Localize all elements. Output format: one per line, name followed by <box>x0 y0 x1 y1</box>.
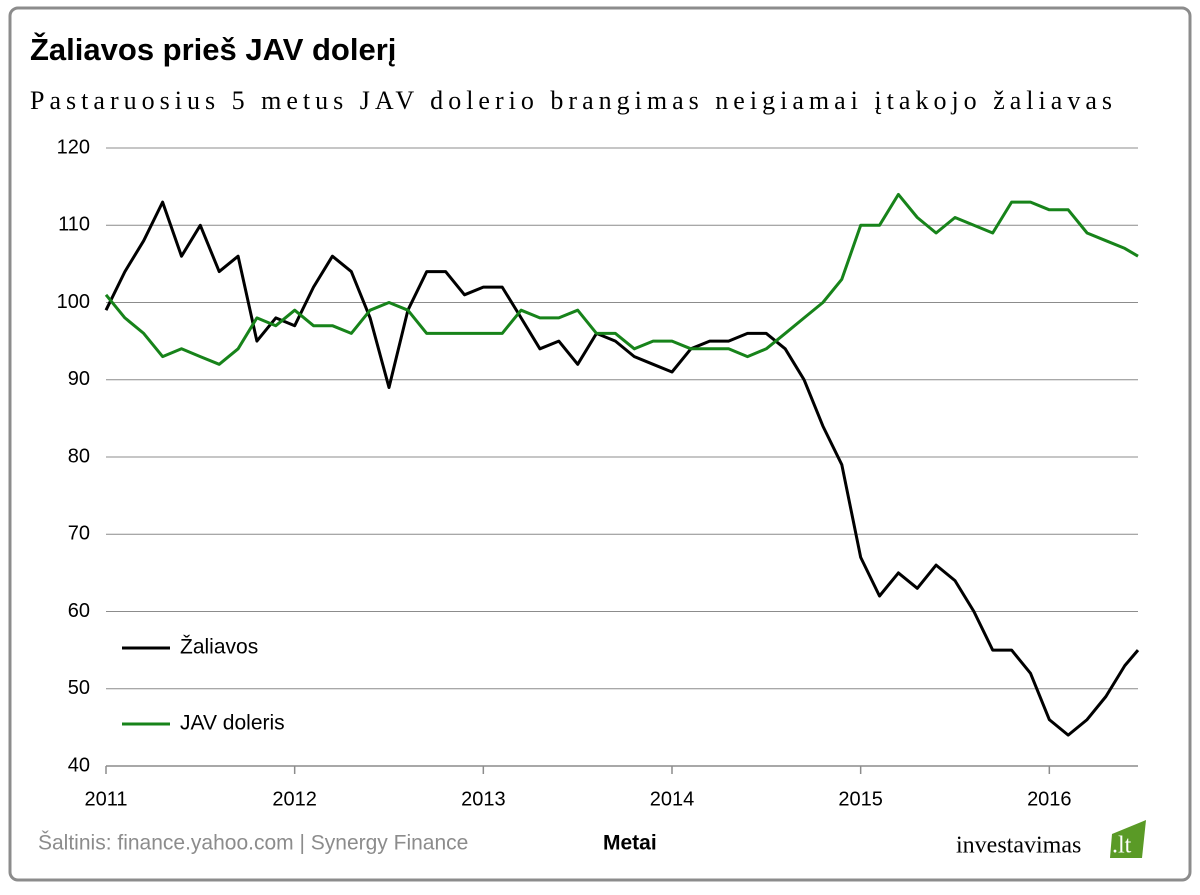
legend-label: JAV doleris <box>180 712 285 735</box>
y-tick-label: 60 <box>68 600 90 622</box>
x-tick-label: 2013 <box>461 788 506 810</box>
y-tick-label: 100 <box>57 291 90 313</box>
y-tick-label: 110 <box>58 214 90 236</box>
frame <box>8 6 1192 882</box>
y-tick-label: 50 <box>68 677 90 699</box>
x-tick-label: 2014 <box>650 788 695 810</box>
y-tick-label: 120 <box>57 136 90 158</box>
series-line <box>104 200 1140 737</box>
x-tick-label: 2015 <box>838 788 883 810</box>
x-tick-label: 2011 <box>84 788 127 810</box>
brand: investavimas <box>956 833 1081 859</box>
y-tick-label: 80 <box>68 445 90 467</box>
brand-badge <box>1110 820 1146 858</box>
source: Šaltinis: finance.yahoo.com | Synergy Fi… <box>38 832 468 855</box>
y-tick-label: 90 <box>68 368 90 390</box>
brand-tld: .lt <box>1112 833 1132 859</box>
x-tick-label: 2012 <box>272 788 317 810</box>
x-tick-label: 2016 <box>1027 788 1072 810</box>
y-tick-label: 70 <box>68 523 90 545</box>
legend-label: Žaliavos <box>180 636 258 659</box>
series-line <box>104 192 1139 366</box>
y-tick-label: 40 <box>68 754 90 776</box>
chart-title: Žaliavos prieš JAV dolerį <box>30 31 396 67</box>
x-axis-label: Metai <box>603 832 657 855</box>
